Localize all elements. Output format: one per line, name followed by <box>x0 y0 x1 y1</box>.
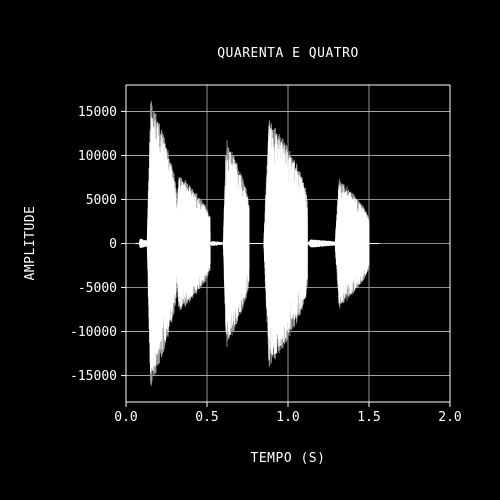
y-tick-label: 5000 <box>86 193 117 208</box>
x-tick-label: 0.0 <box>114 410 137 425</box>
y-tick-label: -10000 <box>70 325 117 340</box>
y-tick-label: 10000 <box>78 149 117 164</box>
y-axis-label: AMPLITUDE <box>23 206 38 281</box>
x-tick-label: 1.0 <box>276 410 299 425</box>
chart-title: QUARENTA E QUATRO <box>217 46 359 61</box>
x-tick-label: 2.0 <box>438 410 461 425</box>
x-tick-label: 1.5 <box>357 410 380 425</box>
y-tick-label: -5000 <box>78 281 117 296</box>
x-tick-label: 0.5 <box>195 410 218 425</box>
y-tick-label: 15000 <box>78 105 117 120</box>
x-axis-label: TEMPO (S) <box>251 451 326 466</box>
y-tick-label: -15000 <box>70 369 117 384</box>
y-tick-label: 0 <box>109 237 117 252</box>
